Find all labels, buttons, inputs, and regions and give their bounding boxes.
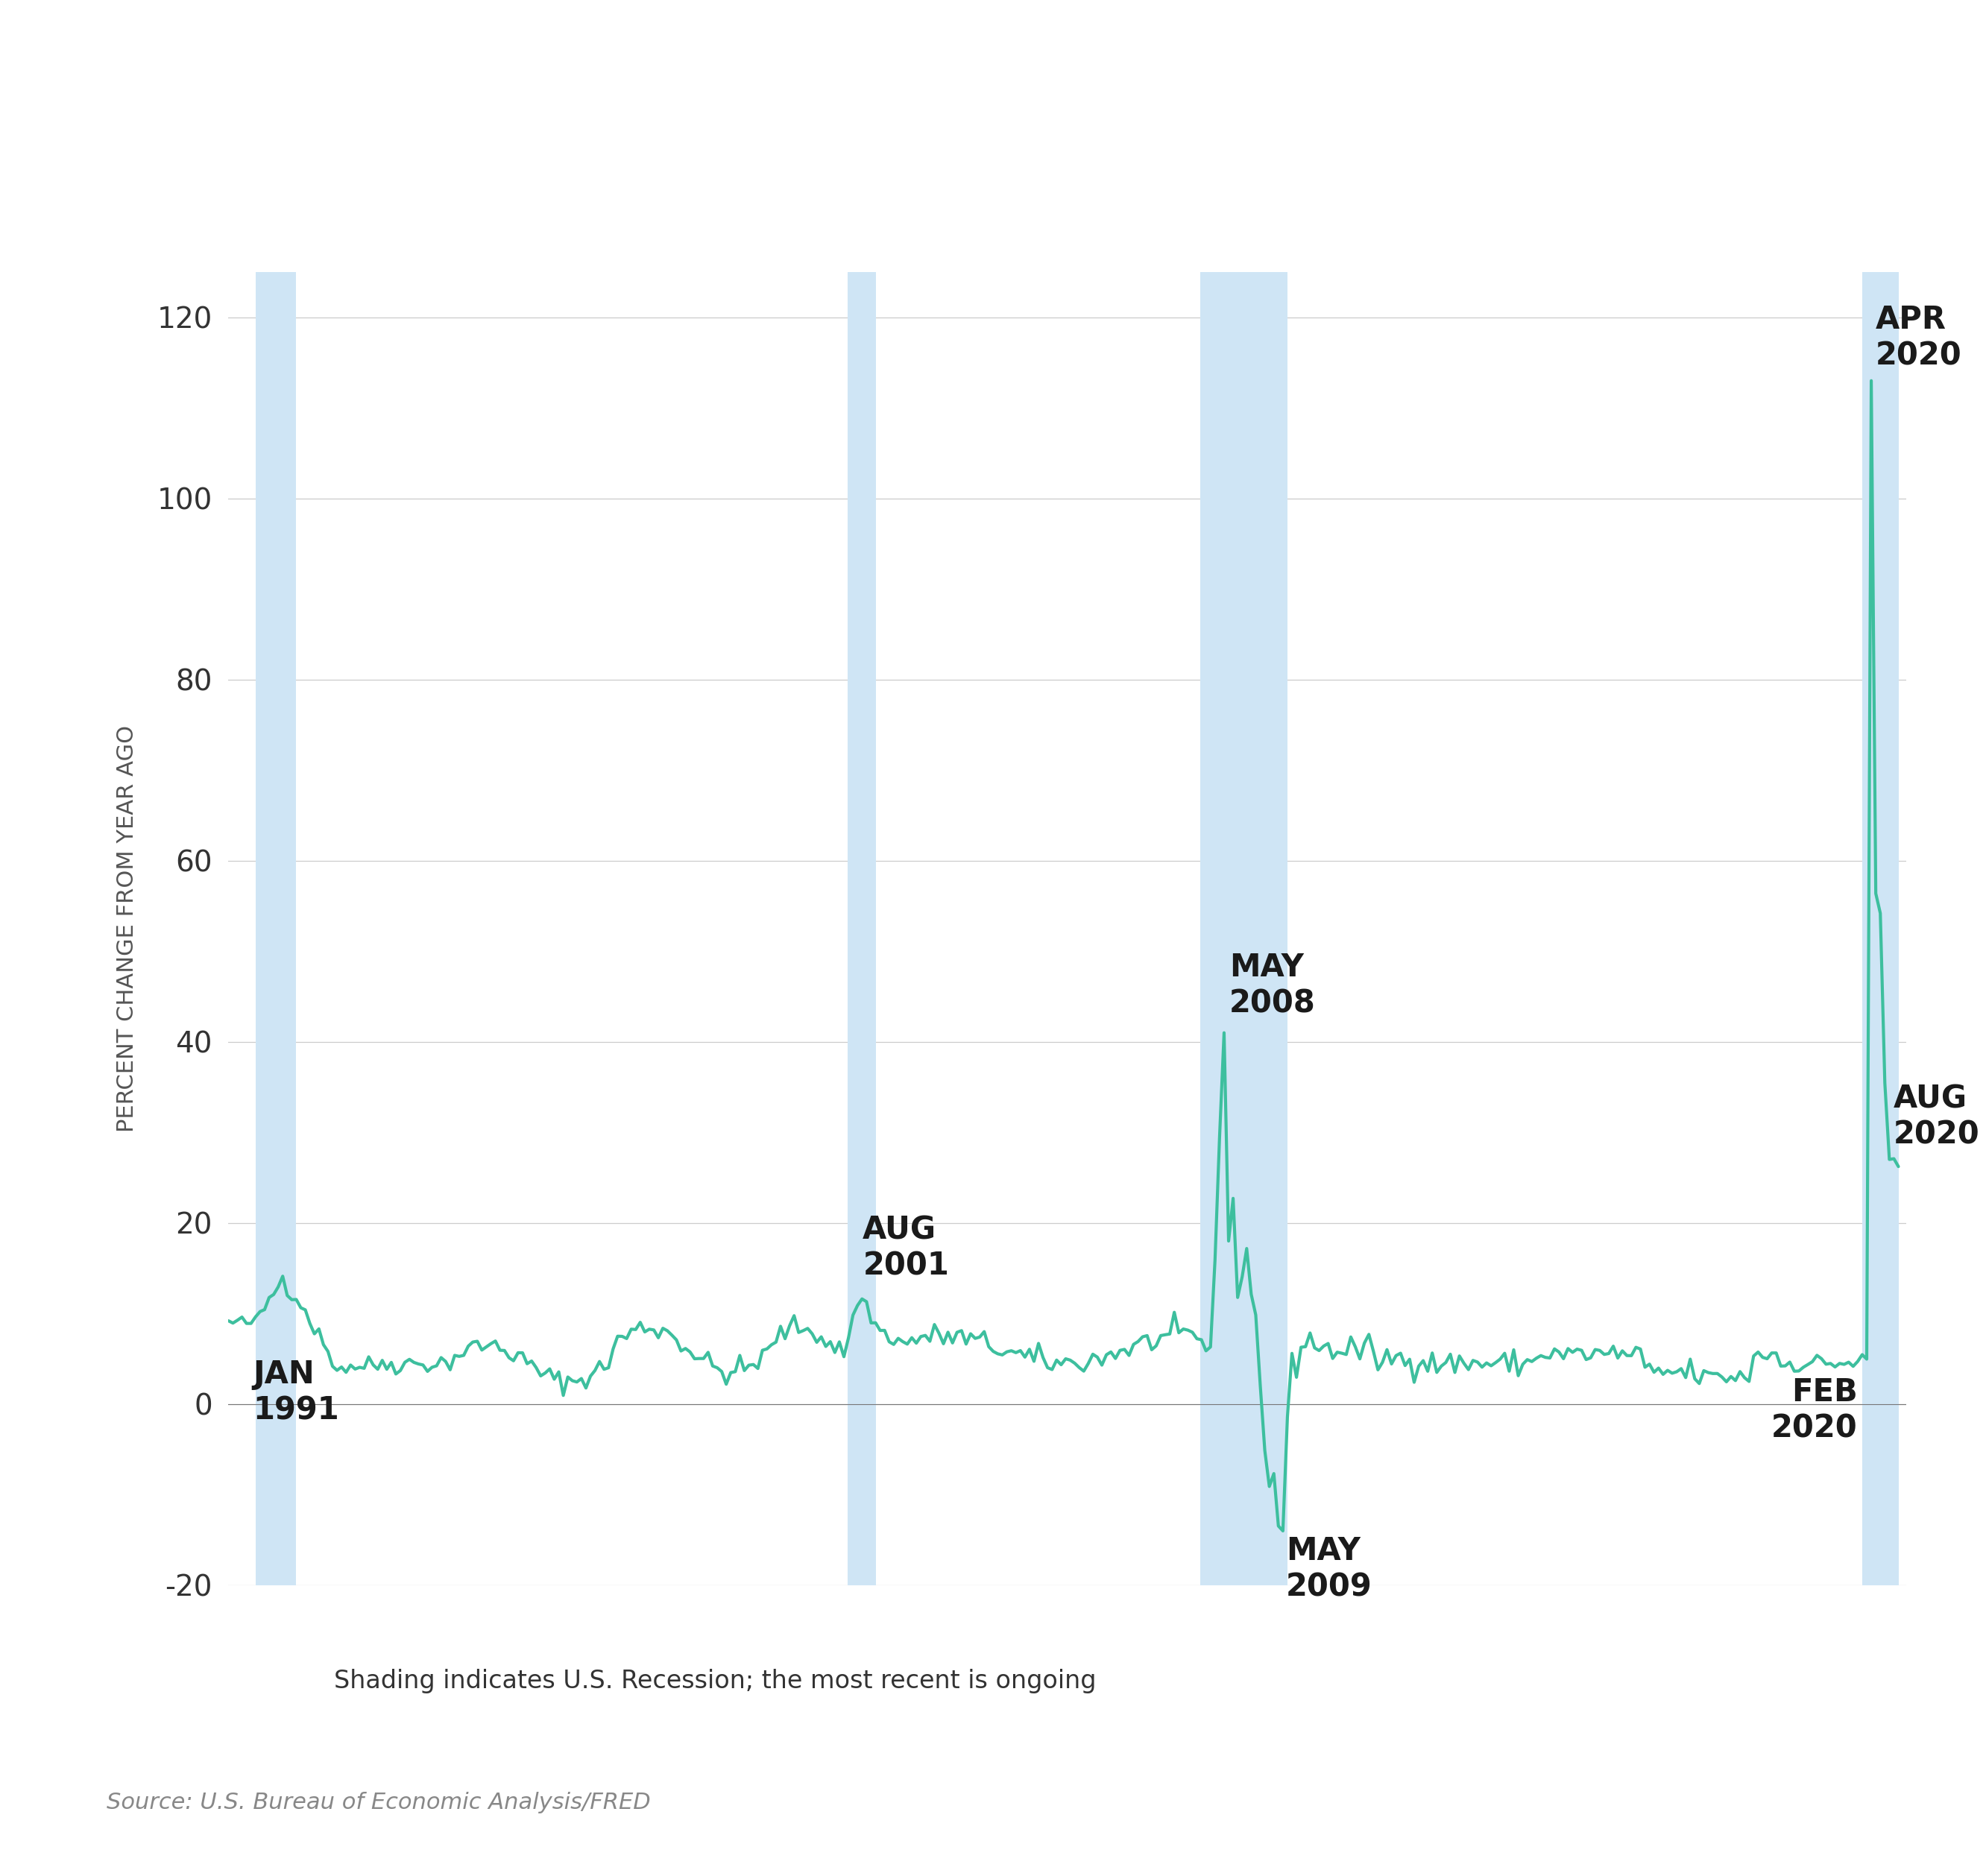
- Text: MAY
2008: MAY 2008: [1229, 951, 1315, 1019]
- Text: FEB
2020: FEB 2020: [1772, 1377, 1857, 1445]
- Text: AUG
2020: AUG 2020: [1893, 1082, 1980, 1150]
- Text: JAN
1991: JAN 1991: [252, 1358, 340, 1426]
- Bar: [848, 272, 876, 1585]
- Text: Source: U.S. Bureau of Economic Analysis/FRED: Source: U.S. Bureau of Economic Analysis…: [107, 1792, 651, 1814]
- Text: PERSONAL CURRENT TRANSFER RECEIPTS YOY % CHANGE: PERSONAL CURRENT TRANSFER RECEIPTS YOY %…: [48, 49, 1938, 105]
- Text: APR
2020: APR 2020: [1875, 304, 1962, 371]
- Text: MAY
2009: MAY 2009: [1285, 1535, 1372, 1602]
- Text: Shading indicates U.S. Recession; the most recent is ongoing: Shading indicates U.S. Recession; the mo…: [334, 1668, 1096, 1694]
- Bar: [256, 272, 296, 1585]
- Y-axis label: PERCENT CHANGE FROM YEAR AGO: PERCENT CHANGE FROM YEAR AGO: [117, 726, 139, 1131]
- Bar: [1200, 272, 1287, 1585]
- Text: AUG
2001: AUG 2001: [862, 1214, 949, 1281]
- Bar: [1863, 272, 1899, 1585]
